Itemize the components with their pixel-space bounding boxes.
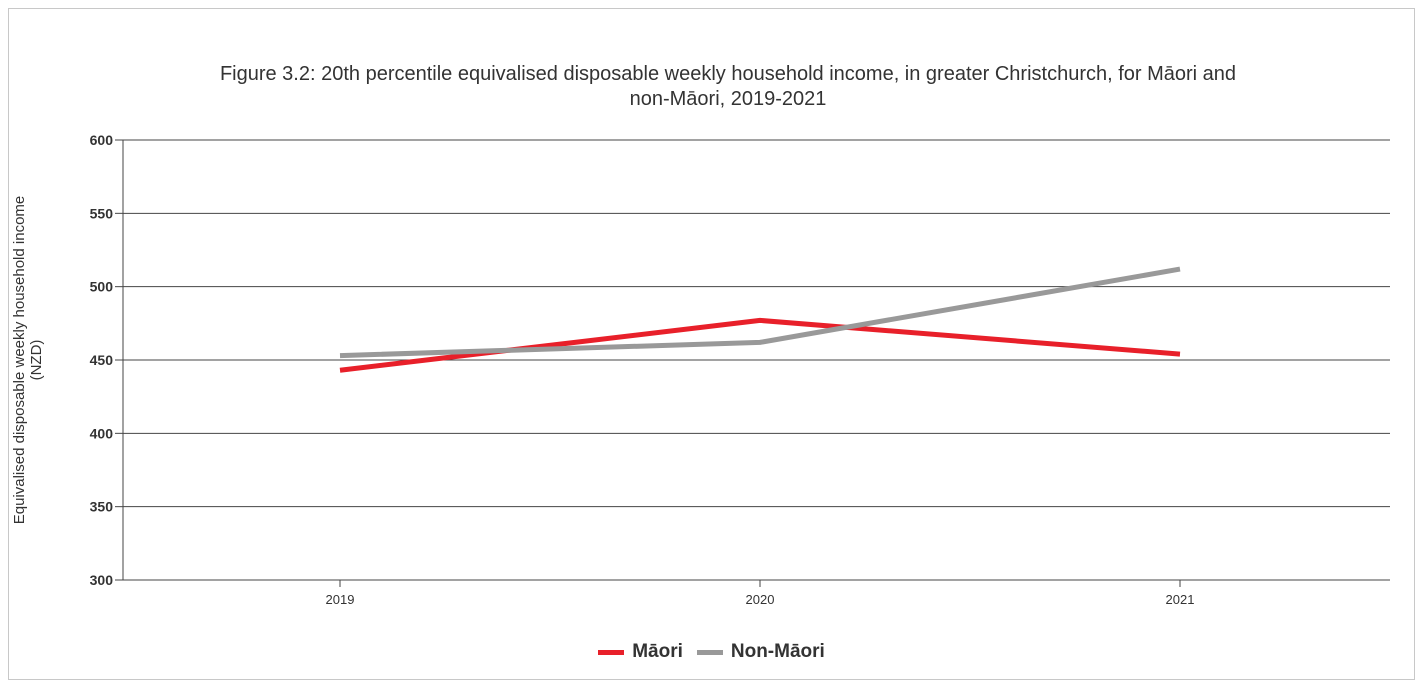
chart-title-line-1: Figure 3.2: 20th percentile equivalised …	[219, 63, 1237, 85]
y-tick-label-600: 600	[90, 132, 114, 148]
series-line-maori	[339, 317, 1181, 373]
legend-swatch-maori	[598, 649, 625, 655]
x-tick-label-2021: 2021	[1166, 592, 1195, 607]
series-line-non-maori	[339, 266, 1181, 359]
legend-label-non-maori: Non-Māori	[730, 641, 825, 662]
legend-item-maori[interactable]: Māori	[598, 641, 683, 663]
x-tick-label-2020: 2020	[746, 592, 775, 607]
chart-title: Figure 3.2: 20th percentile equivalised …	[0, 62, 1423, 112]
chart-title-line-2: non-Māori, 2019-2021	[629, 88, 827, 110]
legend: Māori Non-Māori	[0, 641, 1423, 663]
y-tick-label-300: 300	[90, 572, 114, 588]
x-tick-label-2019: 2019	[326, 592, 355, 607]
y-tick-label-550: 550	[90, 205, 114, 221]
y-tick-label-350: 350	[90, 499, 114, 515]
y-tick-label-500: 500	[90, 279, 114, 295]
legend-item-non-maori[interactable]: Non-Māori	[696, 641, 825, 663]
y-tick-label-400: 400	[90, 425, 114, 441]
legend-swatch-non-maori	[696, 649, 723, 655]
y-tick-label-450: 450	[90, 352, 114, 368]
legend-label-maori: Māori	[632, 641, 683, 662]
